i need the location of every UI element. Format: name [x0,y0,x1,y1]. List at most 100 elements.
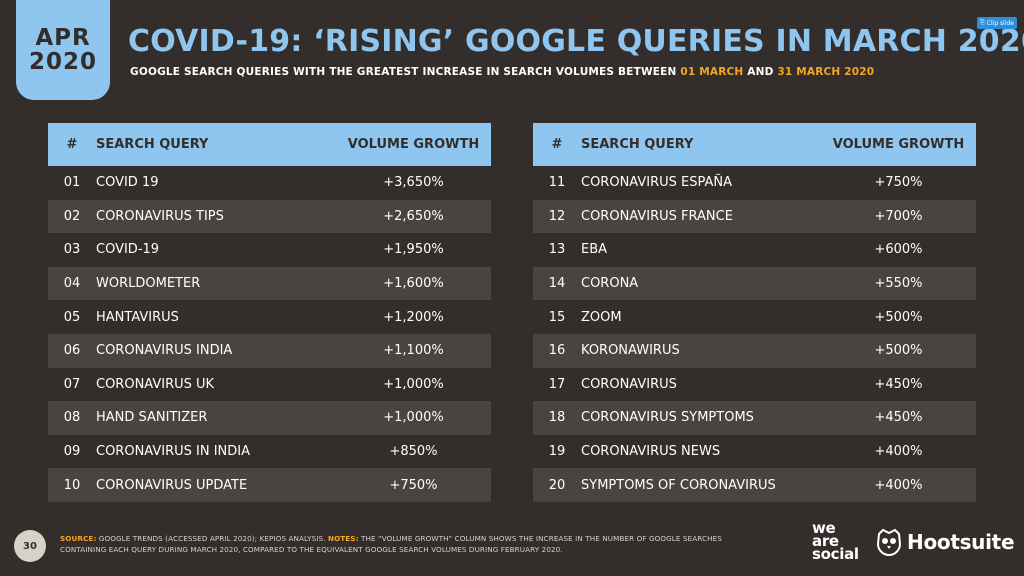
row-growth: +700% [874,208,923,224]
row-growth: +1,100% [383,343,444,359]
row-num: 09 [63,444,81,460]
row-growth: +750% [874,175,923,191]
table-row: 18 CORONAVIRUS SYMPTOMS +450% [533,401,976,435]
row-growth: +400% [874,477,923,493]
badge-month: APR [35,24,91,51]
table-row: 03 COVID-19 +1,950% [48,233,491,267]
row-num: 14 [548,276,566,292]
row-growth: +1,950% [383,242,444,258]
header-num: # [551,137,563,152]
row-num: 12 [548,208,566,224]
badge-year: 2020 [28,49,97,75]
row-num: 10 [63,477,81,493]
header-growth: VOLUME GROWTH [832,137,965,152]
logo-line-2: are [812,532,839,550]
page-subtitle: GOOGLE SEARCH QUERIES WITH THE GREATEST … [130,66,874,78]
row-query: SYMPTOMS OF CORONAVIRUS [581,477,776,493]
row-query: KORONAWIRUS [581,343,680,359]
row-num: 13 [548,242,566,258]
table-row: 20 SYMPTOMS OF CORONAVIRUS +400% [533,468,976,502]
row-query: COVID 19 [96,175,159,191]
page-number: 30 [14,530,46,562]
row-growth: +550% [874,276,923,292]
row-num: 19 [548,444,566,460]
notes-text: THE “VOLUME GROWTH” COLUMN SHOWS THE INC… [60,534,722,554]
source-label: SOURCE: [60,534,97,543]
row-query: CORONAVIRUS FRANCE [581,208,733,224]
table-row: 11 CORONAVIRUS ESPAÑA +750% [533,166,976,200]
row-query: COVID-19 [96,242,160,258]
row-growth: +750% [389,477,438,493]
row-num: 02 [63,208,81,224]
row-num: 11 [548,175,566,191]
row-num: 05 [63,309,81,325]
row-growth: +600% [874,242,923,258]
table-row: 09 CORONAVIRUS IN INDIA +850% [48,435,491,469]
row-query: CORONAVIRUS SYMPTOMS [581,410,754,426]
clip-icon: ⎘ [979,19,985,26]
table-row: 07 CORONAVIRUS UK +1,000% [48,368,491,402]
notes-label: NOTES: [327,534,359,543]
row-growth: +500% [874,309,923,325]
logo-line-1: we [812,519,836,537]
table-row: 06 CORONAVIRUS INDIA +1,100% [48,333,491,368]
table-row: 16 KORONAWIRUS +500% [533,333,976,368]
row-growth: +3,650% [383,175,444,191]
row-query: CORONAVIRUS TIPS [96,208,224,224]
page-title: COVID-19: ‘RISING’ GOOGLE QUERIES IN MAR… [128,24,1024,59]
row-num: 04 [63,276,81,292]
source-notes: SOURCE: GOOGLE TRENDS (ACCESSED APRIL 20… [60,533,750,555]
row-growth: +450% [874,376,923,392]
header-query: SEARCH QUERY [96,137,209,152]
row-growth: +850% [389,444,438,460]
table-row: 08 HAND SANITIZER +1,000% [48,401,491,435]
row-query: CORONAVIRUS NEWS [581,444,721,460]
hootsuite-logo: Hootsuite [876,528,1015,556]
row-growth: +450% [874,410,923,426]
row-query: EBA [581,242,608,258]
table-row: 10 CORONAVIRUS UPDATE +750% [48,468,491,502]
header-growth: VOLUME GROWTH [347,137,480,152]
logo-line-3: social [812,545,859,563]
row-num: 16 [548,343,566,359]
row-num: 17 [548,376,566,392]
row-query: CORONAVIRUS UPDATE [96,477,248,493]
row-growth: +500% [874,343,923,359]
table-row: 05 HANTAVIRUS +1,200% [48,300,491,334]
row-query: CORONAVIRUS UK [96,376,215,392]
row-growth: +1,200% [383,309,444,325]
row-growth: +1,000% [383,376,444,392]
table-header-row: # SEARCH QUERY VOLUME GROWTH [48,123,491,166]
row-query: ZOOM [581,309,622,325]
queries-table-right: # SEARCH QUERY VOLUME GROWTH 11 CORONAVIR… [533,123,976,502]
we-are-social-logo: we are social [812,519,859,563]
row-num: 07 [63,376,81,392]
row-query: HANTAVIRUS [96,309,179,325]
table-row: 04 WORLDOMETER +1,600% [48,266,491,301]
table-row: 19 CORONAVIRUS NEWS +400% [533,435,976,469]
clip-slide-button[interactable]: ⎘ Clip slide [977,17,1017,29]
row-num: 06 [63,343,81,359]
clip-slide-label: Clip slide [986,19,1014,27]
row-growth: +400% [874,444,923,460]
row-query: CORONA [581,276,639,292]
row-query: CORONAVIRUS IN INDIA [96,444,251,460]
row-num: 08 [63,410,81,426]
row-query: CORONAVIRUS INDIA [96,343,233,359]
queries-table-left: # SEARCH QUERY VOLUME GROWTH 01 COVID 19 +… [48,123,491,502]
row-growth: +2,650% [383,208,444,224]
row-num: 15 [548,309,566,325]
subtitle-date-end: 31 MARCH 2020 [777,66,875,78]
left-table-body: 01 COVID 19 +3,650% 02 CORONAVIRUS TIPS +2,65… [48,166,491,502]
date-badge: APR 2020 [16,0,110,100]
table-row: 17 CORONAVIRUS +450% [533,368,976,402]
subtitle-date-start: 01 MARCH [680,66,744,78]
table-row: 13 EBA +600% [533,233,976,267]
row-num: 18 [548,410,566,426]
row-growth: +1,600% [383,276,444,292]
hootsuite-wordmark: Hootsuite [907,530,1015,554]
row-query: CORONAVIRUS [581,376,677,392]
header-query: SEARCH QUERY [581,137,694,152]
table-row: 01 COVID 19 +3,650% [48,166,491,200]
row-query: CORONAVIRUS ESPAÑA [581,175,733,191]
